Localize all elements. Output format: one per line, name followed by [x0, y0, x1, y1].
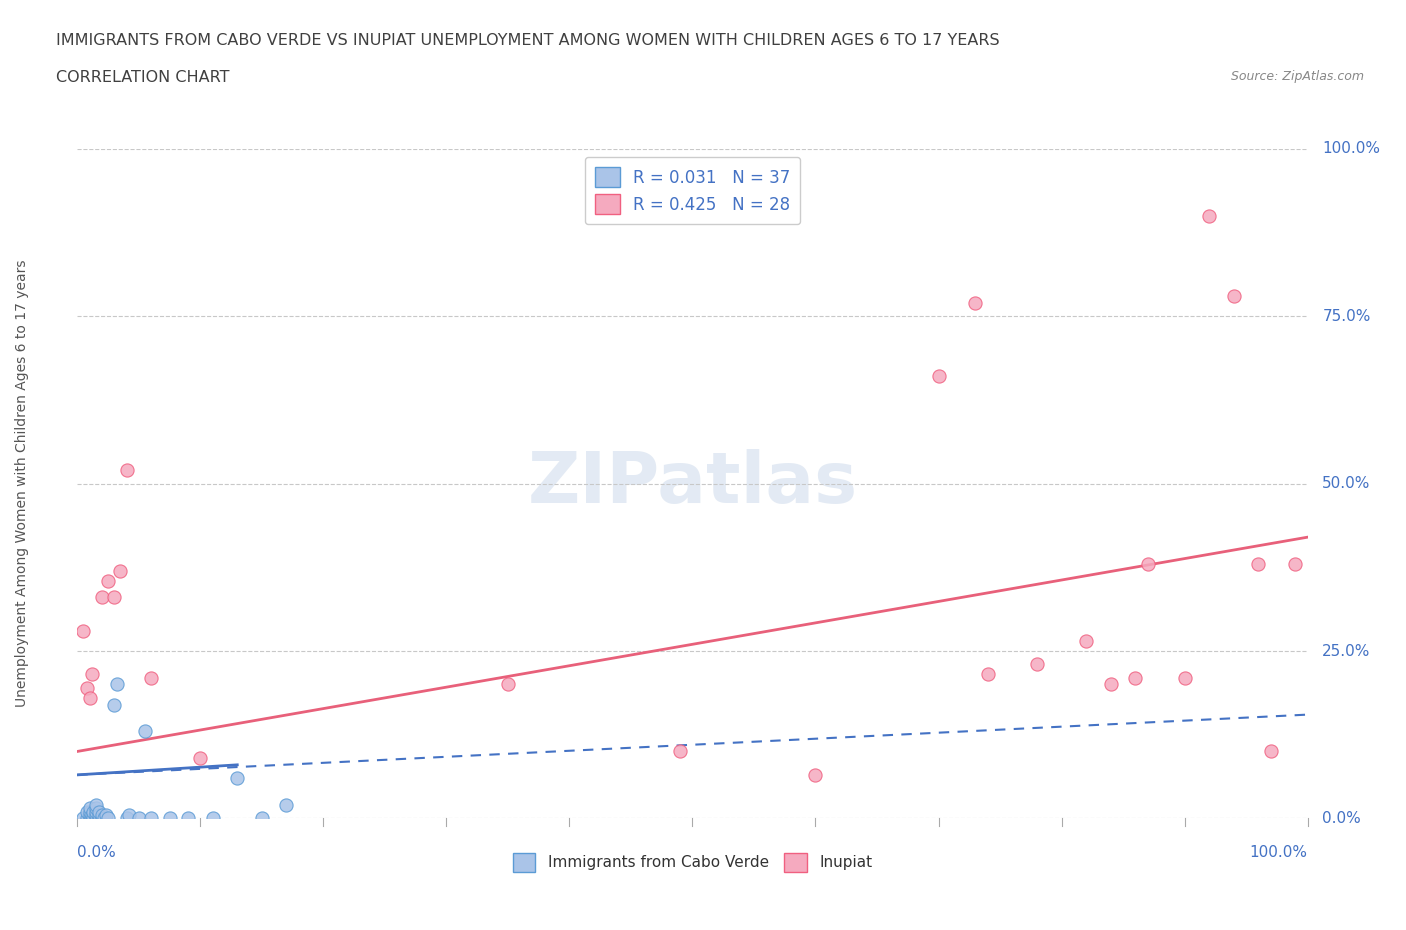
Point [115, 811, 138, 826]
Point [94, 807, 117, 822]
Point [72, 623, 94, 638]
Point [1198, 208, 1220, 223]
Text: Unemployment Among Women with Children Ages 6 to 17 years: Unemployment Among Women with Children A… [15, 259, 30, 708]
Point [84, 798, 107, 813]
Point [79, 807, 101, 822]
Point [141, 811, 163, 826]
Point [79, 804, 101, 819]
Legend: Immigrants from Cabo Verde, Inupiat: Immigrants from Cabo Verde, Inupiat [506, 847, 879, 878]
Point [128, 811, 150, 826]
Point [84, 804, 107, 819]
Point [82, 811, 104, 826]
Point [82, 804, 104, 819]
Point [76, 804, 98, 819]
Point [1174, 671, 1197, 685]
Point [105, 677, 128, 692]
Point [82, 807, 104, 822]
Point [177, 811, 200, 826]
Point [90, 590, 114, 604]
Point [103, 590, 125, 604]
Point [89, 811, 111, 826]
Point [226, 771, 249, 786]
Point [76, 681, 98, 696]
Point [134, 724, 156, 738]
Point [1260, 744, 1282, 759]
Point [103, 698, 125, 712]
Point [115, 463, 138, 478]
Point [276, 798, 298, 813]
Point [84, 801, 107, 816]
Point [84, 811, 107, 826]
Point [804, 767, 827, 782]
Point [1026, 657, 1049, 671]
Point [1099, 677, 1122, 692]
Point [928, 369, 950, 384]
Point [188, 751, 212, 765]
Text: 75.0%: 75.0% [1323, 309, 1371, 324]
Text: 100.0%: 100.0% [1323, 141, 1381, 156]
Point [82, 811, 104, 826]
Text: 100.0%: 100.0% [1250, 845, 1308, 860]
Text: 0.0%: 0.0% [1323, 811, 1361, 826]
Text: 50.0%: 50.0% [1323, 476, 1371, 491]
Point [110, 564, 132, 578]
Point [965, 296, 987, 311]
Point [89, 804, 111, 819]
Point [84, 807, 107, 822]
Point [1284, 556, 1306, 571]
Point [141, 671, 163, 685]
Point [97, 811, 120, 826]
Text: 25.0%: 25.0% [1323, 644, 1371, 658]
Point [90, 811, 114, 826]
Point [496, 677, 519, 692]
Point [250, 811, 273, 826]
Point [90, 807, 114, 822]
Text: ZIPatlas: ZIPatlas [527, 449, 858, 518]
Point [72, 811, 94, 826]
Point [97, 573, 120, 588]
Point [1136, 556, 1159, 571]
Point [669, 744, 692, 759]
Text: IMMIGRANTS FROM CABO VERDE VS INUPIAT UNEMPLOYMENT AMONG WOMEN WITH CHILDREN AGE: IMMIGRANTS FROM CABO VERDE VS INUPIAT UN… [56, 33, 1000, 47]
Point [201, 811, 224, 826]
Point [79, 690, 101, 705]
Point [79, 801, 101, 816]
Point [1125, 671, 1147, 685]
Text: 0.0%: 0.0% [77, 845, 117, 860]
Point [1076, 633, 1098, 648]
Point [76, 811, 98, 826]
Point [82, 667, 104, 682]
Point [1223, 288, 1246, 303]
Point [159, 811, 181, 826]
Point [118, 807, 141, 822]
Point [79, 811, 101, 826]
Point [1247, 556, 1270, 571]
Point [977, 667, 1000, 682]
Point [89, 807, 111, 822]
Point [93, 811, 115, 826]
Text: Source: ZipAtlas.com: Source: ZipAtlas.com [1230, 70, 1364, 83]
Text: CORRELATION CHART: CORRELATION CHART [56, 70, 229, 85]
